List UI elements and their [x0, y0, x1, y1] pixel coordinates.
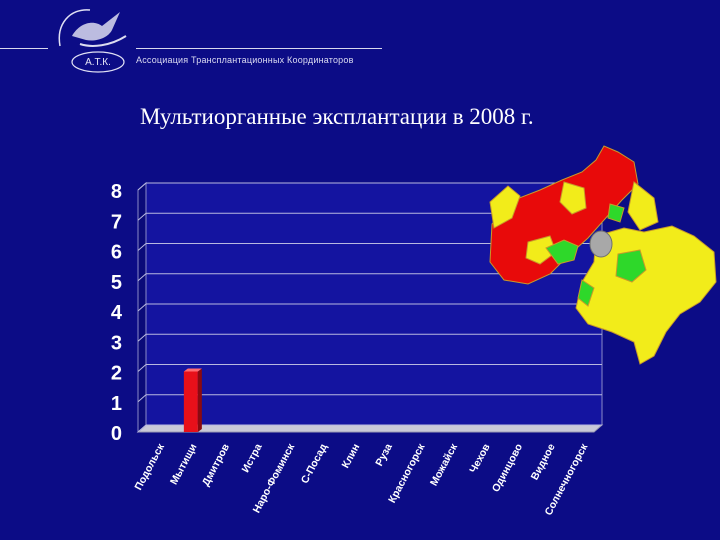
- map-regions: [489, 145, 717, 365]
- y-tick-label: 8: [111, 181, 122, 203]
- y-tick-label: 2: [111, 363, 122, 385]
- x-tick-label: Руза: [373, 442, 395, 469]
- gridline-depth: [137, 394, 147, 403]
- map-region-yellow: [559, 181, 587, 215]
- x-tick-label: Истра: [240, 442, 265, 475]
- map-region-yellow: [489, 185, 521, 229]
- y-tick-label: 4: [111, 302, 123, 324]
- svg-text:А.Т.К.: А.Т.К.: [85, 57, 111, 68]
- y-tick-label: 6: [111, 242, 122, 264]
- gridline-depth: [137, 273, 147, 282]
- x-tick-label: Можайск: [428, 441, 461, 488]
- x-tick-label: Мытищи: [168, 442, 200, 487]
- moscow-region-map: [489, 145, 717, 365]
- x-tick-label: Клин: [340, 442, 363, 470]
- plot-floor: [136, 424, 604, 433]
- map-region-yellow: [575, 225, 717, 365]
- y-tick-label: 1: [111, 393, 122, 415]
- gridline-depth: [137, 303, 147, 312]
- bar: [183, 371, 198, 432]
- header-rule-left: [0, 48, 48, 49]
- gridline-depth: [137, 212, 147, 221]
- gridline-depth: [137, 364, 147, 372]
- y-tick-label: 3: [111, 332, 122, 354]
- x-tick-label: Подольск: [132, 441, 167, 492]
- y-tick-label: 0: [111, 423, 122, 445]
- header-rule-right: [136, 48, 382, 49]
- y-tick-label: 7: [111, 211, 122, 233]
- map-moscow-city: [589, 230, 613, 258]
- map-region-yellow: [627, 181, 659, 231]
- map-region-green: [577, 279, 595, 307]
- gridline-depth: [137, 182, 147, 191]
- x-tick-label: Одинцово: [490, 442, 525, 494]
- gridline-depth: [137, 333, 147, 342]
- map-region-green: [545, 239, 579, 265]
- x-tick-label: Видное: [529, 442, 558, 482]
- map-region-green: [615, 249, 647, 283]
- x-tick-label: С-Посад: [299, 441, 330, 485]
- x-tick-label: Чехов: [467, 441, 493, 475]
- x-tick-label: Дмитров: [200, 441, 233, 488]
- y-tick-label: 5: [111, 272, 122, 294]
- organization-name: Ассоциация Трансплантационных Координато…: [136, 55, 354, 65]
- slide-title: Мультиорганные эксплантации в 2008 г.: [140, 104, 534, 129]
- gridline-depth: [137, 243, 147, 251]
- gridline-depth: [137, 424, 147, 433]
- map-region-green: [607, 203, 625, 223]
- map-region-yellow: [525, 235, 557, 265]
- bar-top: [183, 368, 202, 372]
- ark-logo: А.Т.К.: [50, 2, 140, 74]
- bar-side: [197, 368, 202, 432]
